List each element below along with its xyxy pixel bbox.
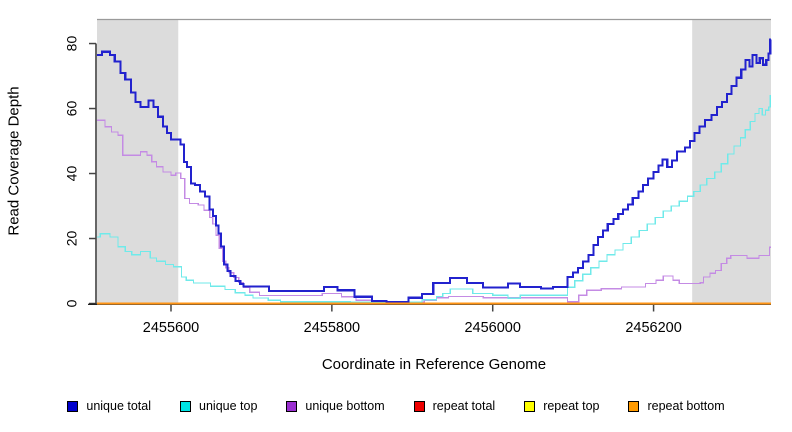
legend-swatch-repeat-bottom [628,400,640,412]
legend-item-repeat-total: repeat total [413,398,496,413]
legend-label-repeat-total: repeat total [432,398,496,413]
x-tick-label: 2456000 [464,320,520,336]
series-unique-bottom-line [97,119,771,303]
y-tick-label: 40 [64,166,80,182]
shaded-region-1 [692,19,771,304]
series-unique-total-line [97,38,772,304]
legend-label-repeat-top: repeat top [543,398,600,413]
y-tick-label: 0 [64,299,80,307]
legend-item-repeat-bottom: repeat bottom [628,398,725,413]
legend-label-unique-bottom: unique bottom [305,398,385,413]
legend-item-unique-bottom: unique bottom [286,398,385,413]
legend: unique total unique top unique bottom repea… [0,394,792,418]
x-axis-title: Coordinate in Reference Genome [321,356,547,373]
legend-swatch-unique-total [67,400,79,412]
legend-swatch-repeat-total [413,400,425,412]
legend-swatch-unique-top [180,400,192,412]
legend-item-unique-top: unique top [180,400,257,413]
y-tick-label: 80 [64,36,80,52]
legend-swatch-repeat-top [524,400,536,412]
legend-label-unique-top: unique top [199,398,258,413]
shaded-region-0 [97,19,179,304]
y-axis-title: Read Coverage Depth [5,86,23,236]
legend-item-unique-total: unique total [67,400,151,413]
x-tick-label: 2456200 [625,320,681,336]
legend-label-repeat-bottom: repeat bottom [647,398,725,413]
series-unique-top-line [97,94,771,303]
x-tick-label: 2455800 [304,320,360,336]
legend-item-repeat-top: repeat top [524,400,599,413]
y-tick-label: 60 [64,101,80,117]
legend-swatch-unique-bottom [286,400,298,412]
legend-label-unique-total: unique total [86,398,152,413]
x-tick-label: 2455600 [143,320,199,336]
y-tick-label: 20 [64,231,80,247]
